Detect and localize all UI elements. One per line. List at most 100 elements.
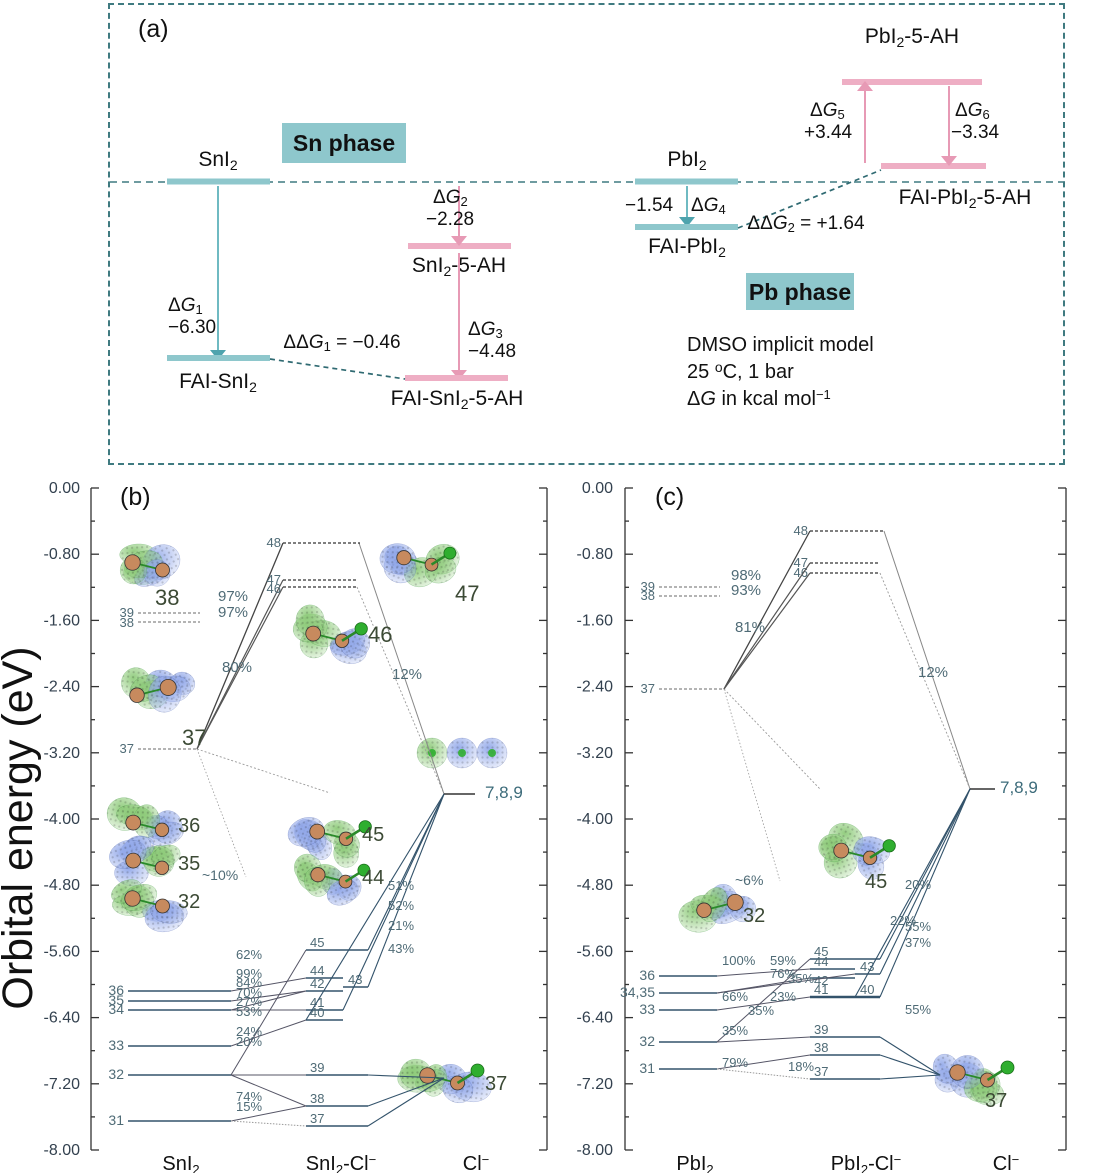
svg-text:-4.00: -4.00 [44, 811, 81, 828]
svg-text:45: 45 [310, 935, 324, 950]
svg-text:45: 45 [362, 824, 384, 846]
svg-text:38: 38 [641, 588, 655, 603]
svg-text:−3.34: −3.34 [951, 122, 1000, 143]
svg-text:36: 36 [639, 967, 655, 983]
svg-text:FAI-SnI2-5-AH: FAI-SnI2-5-AH [391, 387, 524, 412]
svg-text:31: 31 [639, 1060, 655, 1076]
svg-text:32: 32 [639, 1033, 655, 1049]
svg-text:FAI-PbI2-5-AH: FAI-PbI2-5-AH [899, 186, 1032, 211]
svg-text:32: 32 [743, 905, 765, 927]
svg-text:-0.80: -0.80 [44, 546, 81, 563]
svg-text:34: 34 [108, 1001, 124, 1017]
svg-text:0.00: 0.00 [49, 480, 80, 497]
svg-text:46: 46 [267, 581, 281, 596]
svg-text:~10%: ~10% [202, 867, 238, 883]
svg-text:41: 41 [814, 982, 828, 997]
svg-text:-7.20: -7.20 [44, 1076, 81, 1093]
svg-text:−6.30: −6.30 [168, 317, 216, 338]
svg-text:-2.40: -2.40 [44, 679, 81, 696]
svg-text:12%: 12% [392, 666, 422, 683]
svg-text:37: 37 [120, 741, 134, 756]
svg-text:−4.48: −4.48 [468, 341, 516, 362]
svg-text:48: 48 [267, 535, 281, 550]
svg-text:34,35: 34,35 [620, 984, 655, 1000]
svg-text:Sn phase: Sn phase [293, 130, 395, 156]
svg-text:FAI-PbI2: FAI-PbI2 [648, 235, 726, 260]
svg-text:ΔG5: ΔG5 [810, 100, 845, 122]
svg-text:-8.00: -8.00 [44, 1142, 81, 1159]
svg-text:39: 39 [310, 1060, 324, 1075]
svg-text:62%: 62% [236, 947, 262, 962]
svg-text:42: 42 [310, 976, 324, 991]
svg-text:36: 36 [178, 815, 200, 837]
svg-text:ΔG in kcal mol−1: ΔG in kcal mol−1 [687, 387, 831, 410]
svg-text:18%: 18% [788, 1059, 814, 1074]
svg-text:-8.00: -8.00 [577, 1142, 614, 1159]
svg-text:20%: 20% [905, 877, 931, 892]
svg-text:ΔΔG2 = +1.64: ΔΔG2 = +1.64 [747, 213, 865, 235]
svg-text:66%: 66% [722, 989, 748, 1004]
svg-text:37: 37 [985, 1090, 1007, 1112]
svg-text:51%: 51% [388, 878, 414, 893]
svg-text:SnI2-Cl−: SnI2-Cl− [306, 1152, 376, 1173]
svg-text:37: 37 [641, 681, 655, 696]
svg-text:37: 37 [182, 725, 206, 750]
svg-text:−1.54: −1.54 [625, 195, 674, 216]
svg-text:15%: 15% [236, 1099, 262, 1114]
svg-text:PbI2: PbI2 [667, 148, 707, 173]
svg-text:SnI2: SnI2 [198, 148, 238, 173]
svg-text:PbI2-Cl−: PbI2-Cl− [831, 1152, 901, 1173]
svg-text:43%: 43% [388, 941, 414, 956]
svg-text:35%: 35% [748, 1003, 774, 1018]
svg-text:Pb phase: Pb phase [749, 279, 851, 305]
svg-text:-2.40: -2.40 [577, 679, 614, 696]
svg-text:ΔG6: ΔG6 [955, 100, 990, 122]
svg-text:ΔG1: ΔG1 [168, 295, 203, 317]
svg-text:-6.40: -6.40 [44, 1010, 81, 1027]
svg-text:52%: 52% [388, 898, 414, 913]
svg-text:37: 37 [485, 1073, 507, 1095]
svg-text:44: 44 [814, 954, 828, 969]
svg-text:37: 37 [310, 1111, 324, 1126]
svg-text:-5.60: -5.60 [577, 943, 614, 960]
svg-text:80%: 80% [222, 659, 252, 676]
svg-text:39: 39 [814, 1022, 828, 1037]
svg-text:100%: 100% [722, 953, 756, 968]
svg-text:ΔG3: ΔG3 [468, 319, 503, 341]
svg-text:-4.00: -4.00 [577, 811, 614, 828]
svg-text:12%: 12% [918, 664, 948, 681]
svg-text:55%: 55% [905, 1002, 931, 1017]
svg-text:97%: 97% [218, 588, 248, 605]
svg-text:-0.80: -0.80 [577, 546, 614, 563]
svg-text:PbI2-5-AH: PbI2-5-AH [865, 25, 959, 50]
svg-text:ΔG4: ΔG4 [691, 195, 726, 217]
svg-text:35%: 35% [722, 1023, 748, 1038]
svg-text:40: 40 [310, 1005, 324, 1020]
svg-text:38: 38 [120, 615, 134, 630]
svg-text:79%: 79% [722, 1055, 748, 1070]
svg-text:-4.80: -4.80 [44, 877, 81, 894]
svg-text:81%: 81% [735, 619, 765, 636]
svg-text:35%: 35% [788, 971, 814, 986]
svg-text:20%: 20% [236, 1034, 262, 1049]
svg-text:38: 38 [814, 1040, 828, 1055]
svg-text:7,8,9: 7,8,9 [485, 783, 523, 802]
svg-text:47: 47 [455, 581, 479, 606]
svg-text:97%: 97% [218, 604, 248, 621]
svg-text:25 oC, 1 bar: 25 oC, 1 bar [687, 359, 794, 383]
svg-text:-4.80: -4.80 [577, 877, 614, 894]
svg-text:48: 48 [794, 523, 808, 538]
svg-text:+3.44: +3.44 [804, 122, 853, 143]
svg-text:0.00: 0.00 [582, 480, 613, 497]
svg-text:FAI-SnI2: FAI-SnI2 [179, 370, 257, 395]
svg-text:23%: 23% [770, 989, 796, 1004]
svg-text:38: 38 [310, 1091, 324, 1106]
svg-text:-1.60: -1.60 [577, 612, 614, 629]
svg-text:-5.60: -5.60 [44, 943, 81, 960]
svg-text:Orbital energy (eV): Orbital energy (eV) [0, 646, 42, 1009]
svg-text:37%: 37% [905, 935, 931, 950]
svg-text:-3.20: -3.20 [44, 745, 81, 762]
svg-text:ΔG2: ΔG2 [433, 187, 468, 209]
svg-text:SnI2: SnI2 [162, 1153, 199, 1173]
svg-text:33: 33 [639, 1001, 655, 1017]
